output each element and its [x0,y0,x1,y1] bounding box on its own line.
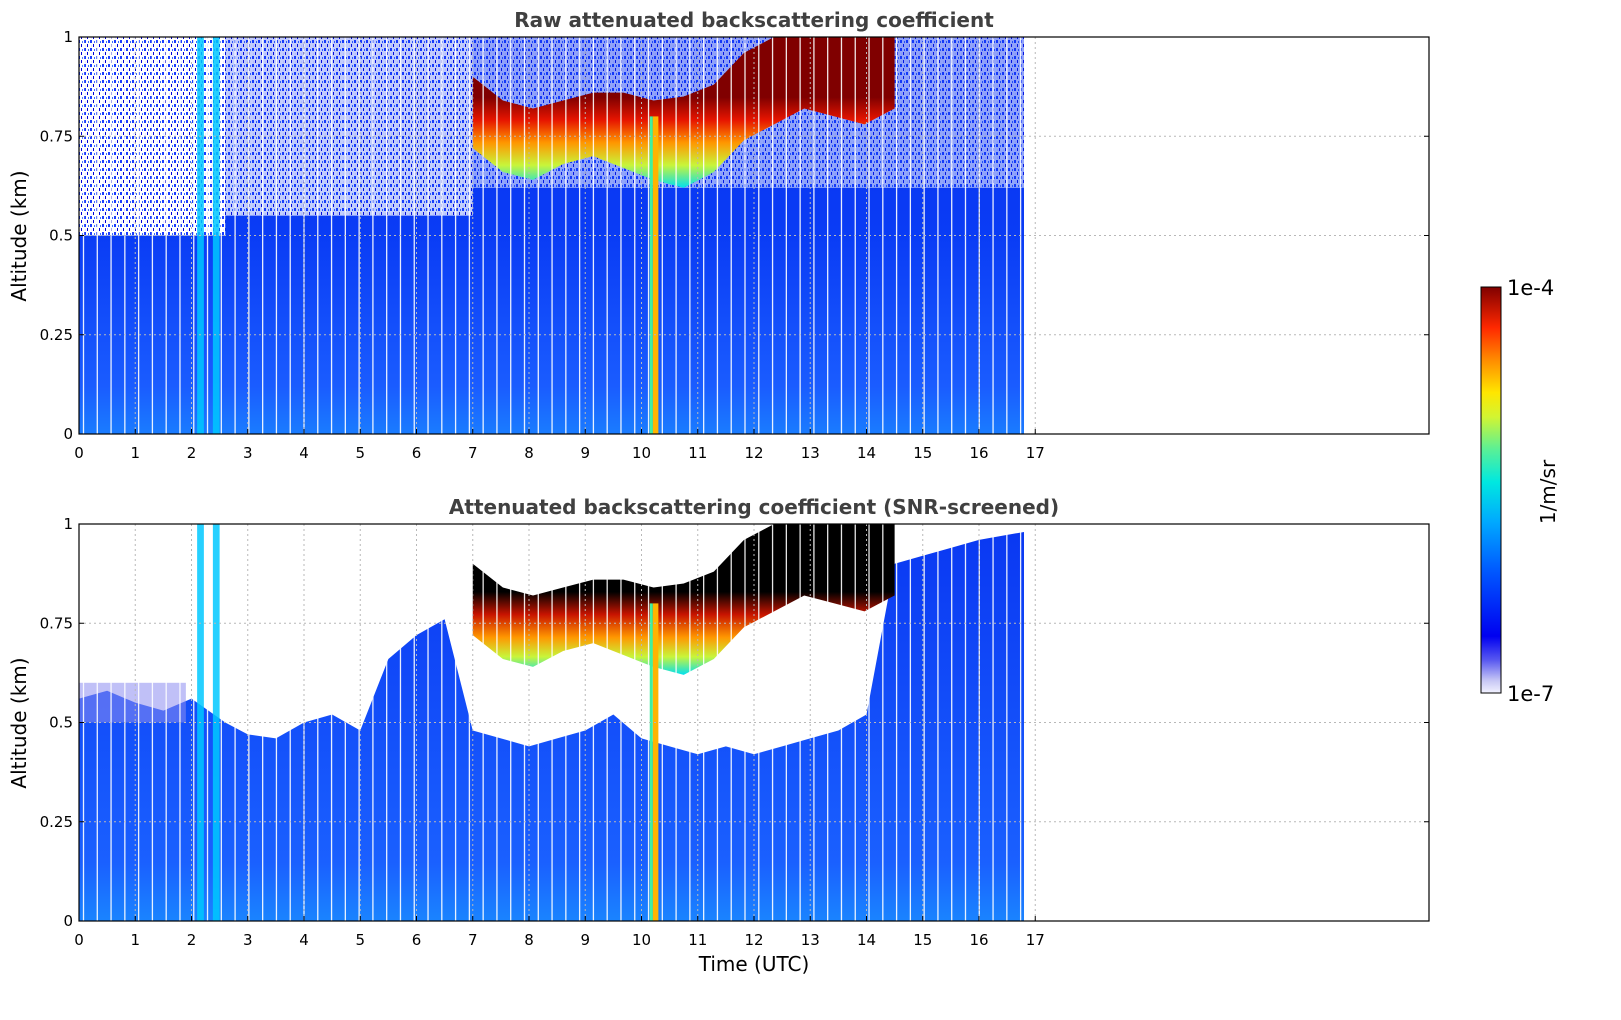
x-tick-label: 17 [1026,444,1045,462]
heatmap-screened [79,524,1429,921]
y-tick-label: 0.75 [40,127,73,145]
x-axis-label: Time (UTC) [698,952,810,976]
x-tick-label: 6 [412,931,422,949]
cloud-layer [472,37,895,188]
colorbar: 1e-4 1e-7 1/m/sr [1480,276,1560,706]
x-tick-label: 5 [355,444,365,462]
x-tick-label: 7 [468,931,478,949]
x-tick-label: 12 [744,444,763,462]
x-tick-label: 3 [243,444,253,462]
cloud-layer [472,524,895,675]
y-axis-label: Altitude (km) [7,170,31,301]
noise-region [225,37,473,216]
y-tick-label: 0.5 [49,714,73,732]
low-snr-patch [79,682,186,723]
x-tick-label: 8 [524,444,534,462]
x-tick-label: 10 [632,444,651,462]
x-tick-label: 9 [580,444,590,462]
x-tick-label: 12 [744,931,763,949]
x-tick-label: 14 [857,931,876,949]
colorbar-max-label: 1e-4 [1507,276,1554,300]
y-tick-label: 0 [63,912,73,930]
fog-column [652,116,659,434]
x-tick-label: 9 [580,931,590,949]
x-tick-label: 5 [355,931,365,949]
y-tick-label: 1 [63,515,73,533]
colorbar-label: 1/m/sr [1536,459,1560,524]
x-tick-label: 16 [969,444,988,462]
x-tick-label: 11 [688,444,707,462]
fog-column-edge [649,603,653,921]
x-tick-label: 11 [688,931,707,949]
precip-column [212,524,220,921]
fog-column [652,603,659,921]
colorbar-gradient [1480,286,1502,694]
x-tick-label: 14 [857,444,876,462]
panel-raw: Raw attenuated backscattering coefficien… [7,8,1430,462]
x-tick-label: 8 [524,931,534,949]
x-tick-label: 1 [130,931,140,949]
y-tick-label: 0.5 [49,227,73,245]
y-tick-label: 0.25 [40,813,73,831]
panel-title: Raw attenuated backscattering coefficien… [514,8,994,32]
x-tick-label: 0 [74,931,84,949]
x-tick-label: 6 [412,444,422,462]
y-axis-label: Altitude (km) [7,657,31,788]
x-tick-label: 2 [187,444,197,462]
x-tick-label: 15 [913,444,932,462]
precip-column [212,37,220,434]
x-tick-label: 0 [74,444,84,462]
panel-screened: Attenuated backscattering coefficient (S… [7,495,1430,976]
x-tick-label: 13 [801,931,820,949]
x-tick-label: 4 [299,931,309,949]
x-tick-label: 2 [187,931,197,949]
x-tick-label: 13 [801,444,820,462]
heatmap-raw [79,37,1429,434]
fog-column-edge [649,116,653,434]
x-tick-label: 3 [243,931,253,949]
x-tick-label: 1 [130,444,140,462]
x-tick-label: 4 [299,444,309,462]
x-tick-label: 7 [468,444,478,462]
screened-field [79,531,1024,921]
y-tick-label: 0 [63,425,73,443]
y-tick-label: 1 [63,28,73,46]
panel-title: Attenuated backscattering coefficient (S… [449,495,1059,519]
colorbar-min-label: 1e-7 [1507,682,1554,706]
y-tick-label: 0.75 [40,614,73,632]
x-tick-label: 10 [632,931,651,949]
x-tick-label: 15 [913,931,932,949]
x-tick-label: 16 [969,931,988,949]
y-tick-label: 0.25 [40,326,73,344]
x-tick-label: 17 [1026,931,1045,949]
